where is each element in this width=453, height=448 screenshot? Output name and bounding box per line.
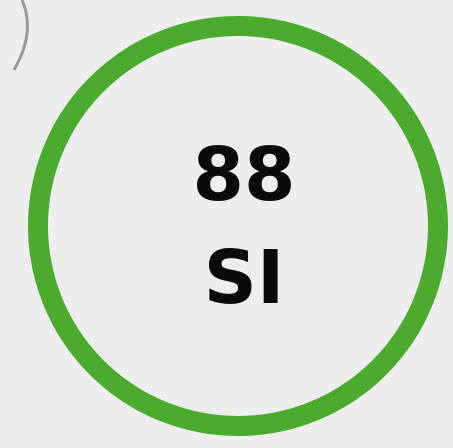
ring-texture	[28, 16, 448, 436]
ring-texture	[43, 31, 433, 421]
number: 88	[193, 132, 296, 218]
ring	[28, 16, 448, 436]
arc-decoration	[12, 0, 29, 71]
unit: SI	[204, 235, 285, 321]
